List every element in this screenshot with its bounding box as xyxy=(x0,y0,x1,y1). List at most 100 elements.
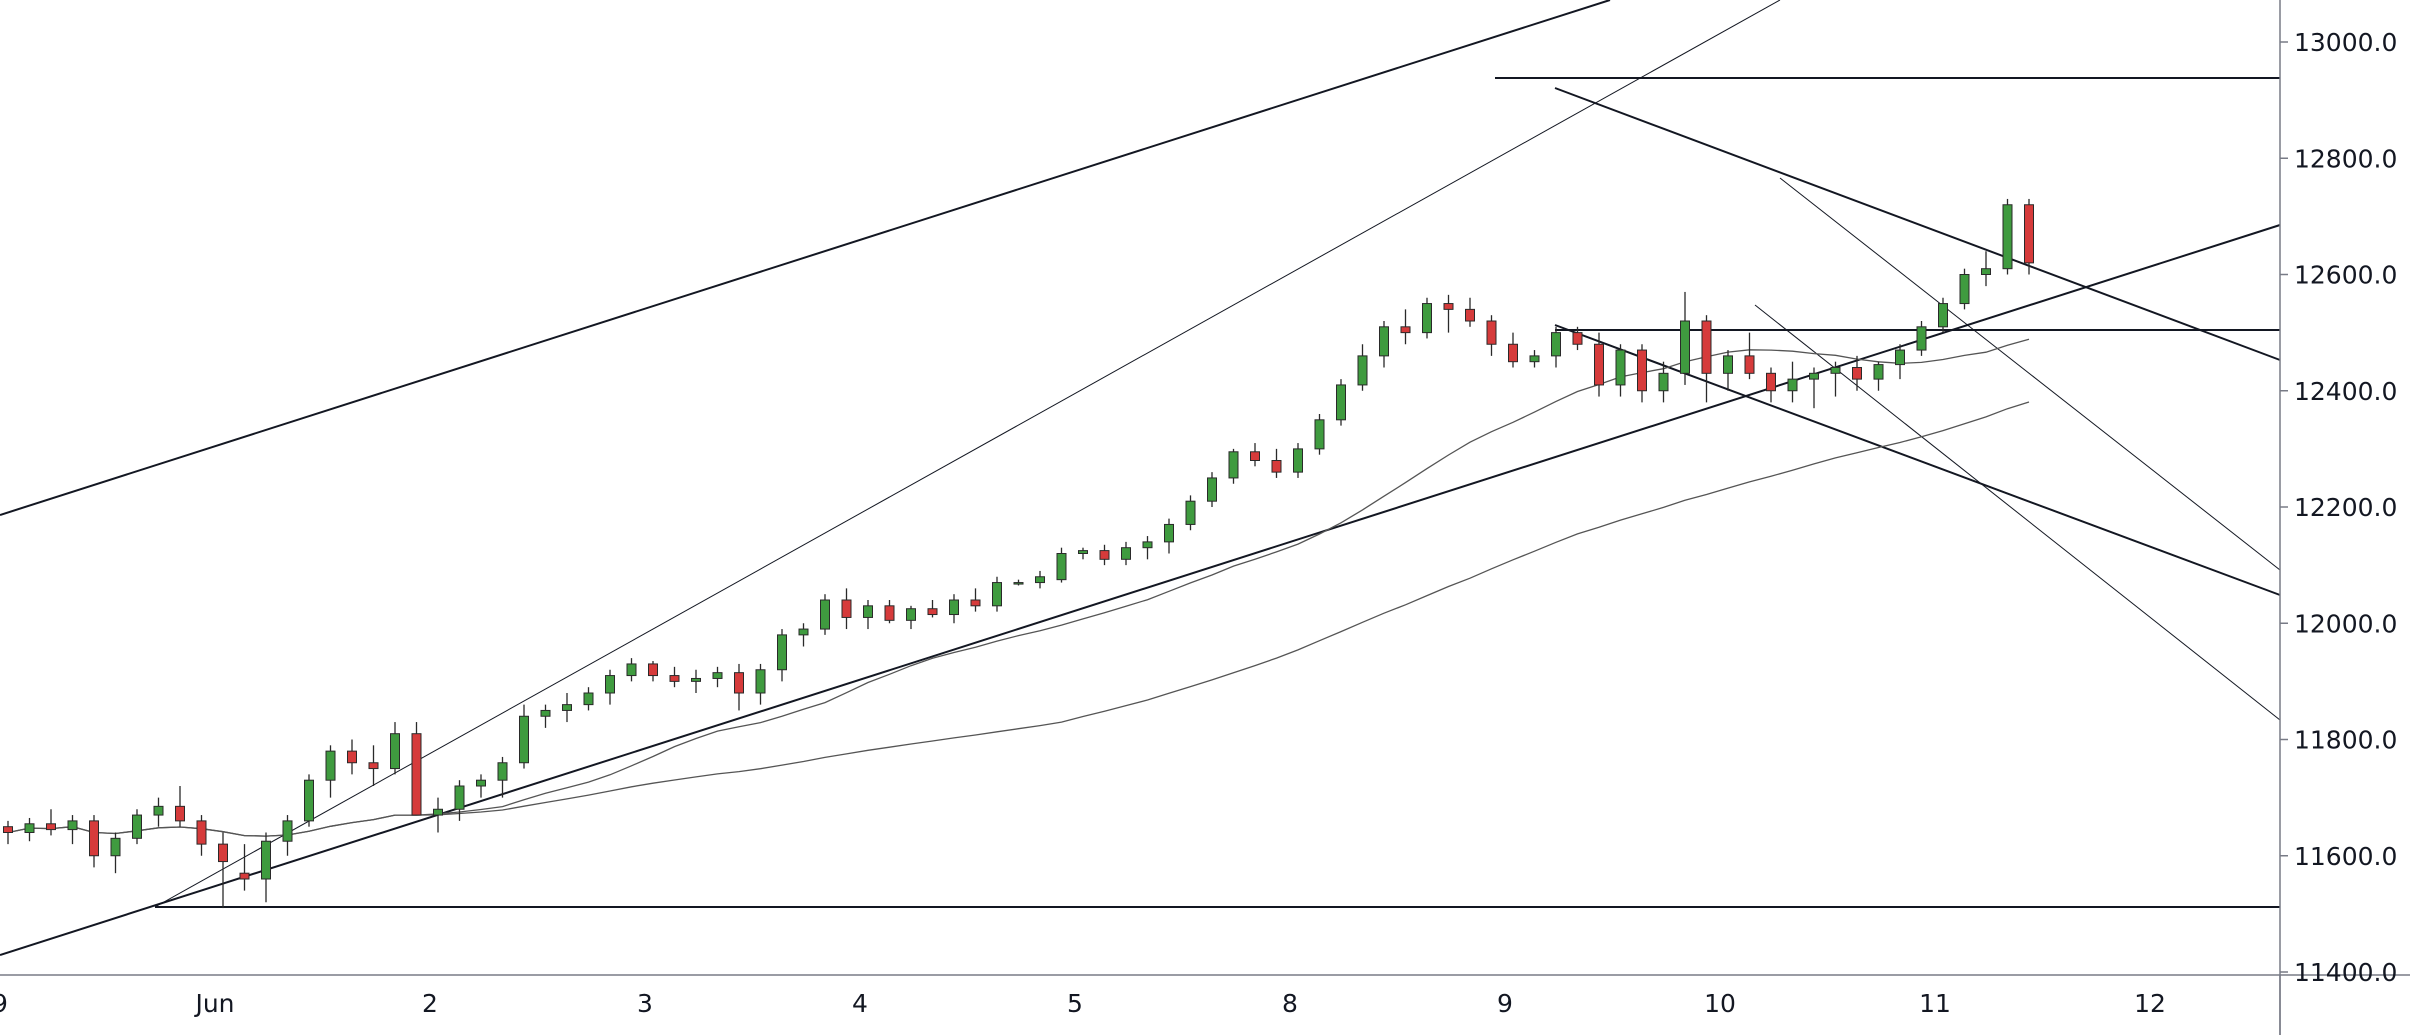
candle[interactable] xyxy=(1314,414,1325,455)
candle[interactable] xyxy=(863,600,873,630)
trendline[interactable] xyxy=(1754,304,2281,721)
candle[interactable] xyxy=(1078,547,1088,560)
candle[interactable] xyxy=(626,658,637,682)
candle[interactable] xyxy=(1207,472,1217,507)
candle[interactable] xyxy=(1486,315,1497,356)
candle[interactable] xyxy=(282,815,293,856)
candle[interactable] xyxy=(1443,294,1454,333)
candle[interactable] xyxy=(368,745,379,786)
candle[interactable] xyxy=(2024,198,2034,275)
candle[interactable] xyxy=(820,594,830,635)
candle[interactable] xyxy=(734,663,744,711)
candle[interactable] xyxy=(454,780,465,821)
candle[interactable] xyxy=(304,774,314,827)
candle[interactable] xyxy=(110,832,121,874)
trendline[interactable] xyxy=(0,0,1611,516)
candle[interactable] xyxy=(1293,443,1303,478)
candle[interactable] xyxy=(669,666,680,688)
candle[interactable] xyxy=(691,669,701,693)
candle[interactable] xyxy=(175,786,185,827)
candle[interactable] xyxy=(1701,315,1712,403)
candle[interactable] xyxy=(1895,344,1905,380)
candle[interactable] xyxy=(970,588,981,612)
candle[interactable] xyxy=(1830,361,1841,397)
candle[interactable] xyxy=(390,722,400,775)
candle[interactable] xyxy=(1056,547,1067,583)
candle[interactable] xyxy=(1809,367,1819,409)
candle[interactable] xyxy=(1938,297,1948,333)
candle[interactable] xyxy=(1529,350,1540,368)
candles-layer[interactable] xyxy=(3,198,2034,909)
candle[interactable] xyxy=(261,832,271,903)
candle[interactable] xyxy=(1723,350,1733,391)
candle[interactable] xyxy=(1142,536,1153,560)
candle[interactable] xyxy=(1852,355,1862,391)
candle[interactable] xyxy=(540,704,551,728)
candle[interactable] xyxy=(1422,297,1432,339)
candle[interactable] xyxy=(1572,326,1583,351)
candle[interactable] xyxy=(1400,309,1411,345)
candle[interactable] xyxy=(1121,541,1131,566)
candle[interactable] xyxy=(218,832,228,909)
candle[interactable] xyxy=(1658,361,1669,403)
candle[interactable] xyxy=(777,629,787,682)
trendline[interactable] xyxy=(1554,87,2281,361)
candle[interactable] xyxy=(755,663,766,705)
candle[interactable] xyxy=(3,820,13,845)
candle[interactable] xyxy=(1357,344,1368,391)
candle[interactable] xyxy=(1164,518,1174,554)
candle[interactable] xyxy=(2002,198,2013,275)
candle[interactable] xyxy=(562,693,572,723)
candle[interactable] xyxy=(1035,570,1045,589)
candle[interactable] xyxy=(1099,544,1110,566)
candle[interactable] xyxy=(519,704,529,769)
trendline[interactable] xyxy=(1779,177,2281,571)
candle[interactable] xyxy=(1594,332,1604,397)
candle[interactable] xyxy=(927,600,938,618)
candle[interactable] xyxy=(1465,297,1475,327)
candle[interactable] xyxy=(1271,448,1282,478)
candle[interactable] xyxy=(411,722,422,816)
candle[interactable] xyxy=(476,774,486,798)
candle[interactable] xyxy=(239,844,250,891)
candle[interactable] xyxy=(712,666,723,688)
candle[interactable] xyxy=(798,623,809,647)
candle[interactable] xyxy=(132,809,142,845)
candle[interactable] xyxy=(1981,251,1991,287)
candle[interactable] xyxy=(1873,361,1884,391)
candle[interactable] xyxy=(1379,321,1389,368)
candle[interactable] xyxy=(1766,367,1776,403)
candle[interactable] xyxy=(1508,332,1518,368)
candle[interactable] xyxy=(1551,326,1561,368)
candle[interactable] xyxy=(1185,495,1196,531)
candle[interactable] xyxy=(949,594,959,624)
candle[interactable] xyxy=(46,809,56,836)
candle[interactable] xyxy=(1013,579,1024,586)
candle[interactable] xyxy=(67,815,78,845)
candle[interactable] xyxy=(906,605,916,630)
candle[interactable] xyxy=(1959,268,1970,310)
candle[interactable] xyxy=(1680,291,1690,385)
candle[interactable] xyxy=(648,661,658,682)
candle[interactable] xyxy=(497,756,508,798)
candle[interactable] xyxy=(884,600,895,624)
candle[interactable] xyxy=(325,745,336,798)
candle[interactable] xyxy=(196,815,207,856)
candle[interactable] xyxy=(24,817,35,842)
candle[interactable] xyxy=(1637,344,1647,403)
candle[interactable] xyxy=(1615,344,1626,397)
candle[interactable] xyxy=(992,576,1002,612)
candle[interactable] xyxy=(153,797,164,827)
trendline[interactable] xyxy=(154,0,1781,908)
candle[interactable] xyxy=(583,687,594,711)
candle[interactable] xyxy=(1250,443,1260,467)
candle[interactable] xyxy=(841,588,852,630)
candle[interactable] xyxy=(1228,448,1239,484)
trendline[interactable] xyxy=(1554,324,2281,596)
candle[interactable] xyxy=(347,739,357,775)
candle[interactable] xyxy=(433,797,443,833)
candle[interactable] xyxy=(1916,321,1927,356)
candle[interactable] xyxy=(1787,361,1798,403)
